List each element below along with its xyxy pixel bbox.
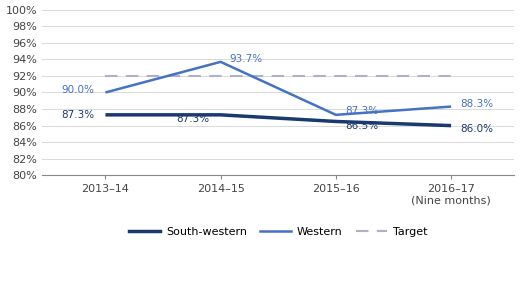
- Text: 90.0%: 90.0%: [61, 85, 94, 95]
- Legend: South-western, Western, Target: South-western, Western, Target: [125, 222, 432, 241]
- Text: 88.3%: 88.3%: [460, 99, 493, 109]
- Text: 87.3%: 87.3%: [176, 114, 209, 124]
- Text: 93.7%: 93.7%: [230, 54, 263, 64]
- Text: 86.5%: 86.5%: [345, 121, 378, 131]
- Text: 87.3%: 87.3%: [345, 106, 378, 116]
- Text: 86.0%: 86.0%: [460, 124, 493, 134]
- Text: 87.3%: 87.3%: [61, 110, 94, 120]
